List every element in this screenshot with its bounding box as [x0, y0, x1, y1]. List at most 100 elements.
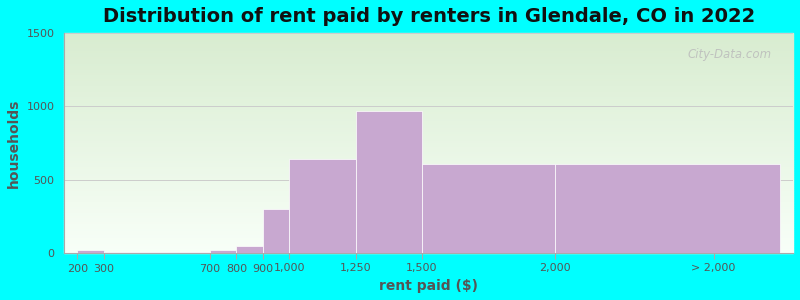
Bar: [64, 161, 793, 163]
Bar: [64, 119, 793, 121]
Bar: [64, 156, 793, 158]
Bar: [64, 229, 793, 231]
Bar: [64, 64, 793, 66]
Bar: [64, 115, 793, 117]
Bar: [64, 174, 793, 176]
Bar: [64, 99, 793, 101]
Bar: [64, 79, 793, 82]
Bar: [64, 66, 793, 68]
Bar: [64, 227, 793, 229]
Bar: [64, 92, 793, 95]
Bar: [64, 49, 793, 51]
Bar: [64, 132, 793, 134]
Bar: [64, 40, 793, 42]
Bar: [64, 46, 793, 49]
Bar: [64, 123, 793, 125]
Bar: [64, 152, 793, 154]
Bar: [210, 250, 237, 253]
Bar: [64, 141, 793, 143]
Bar: [64, 222, 793, 224]
Bar: [64, 62, 793, 64]
Bar: [64, 130, 793, 132]
Bar: [64, 44, 793, 46]
Bar: [64, 165, 793, 167]
Bar: [64, 211, 793, 214]
Bar: [64, 176, 793, 178]
Bar: [64, 95, 793, 97]
Bar: [64, 110, 793, 112]
Bar: [64, 158, 793, 161]
Bar: [64, 167, 793, 169]
Bar: [64, 57, 793, 59]
Bar: [64, 106, 793, 108]
X-axis label: rent paid ($): rent paid ($): [379, 279, 478, 293]
Text: City-Data.com: City-Data.com: [687, 49, 771, 62]
Bar: [64, 172, 793, 174]
Bar: [64, 145, 793, 148]
Y-axis label: households: households: [7, 98, 21, 188]
Bar: [422, 164, 554, 253]
Bar: [78, 250, 104, 253]
Bar: [64, 251, 793, 253]
Bar: [64, 233, 793, 236]
Bar: [64, 77, 793, 79]
Bar: [64, 209, 793, 211]
Title: Distribution of rent paid by renters in Glendale, CO in 2022: Distribution of rent paid by renters in …: [102, 7, 754, 26]
Bar: [64, 33, 793, 35]
Bar: [64, 108, 793, 110]
Bar: [263, 209, 290, 253]
Bar: [356, 111, 422, 253]
Bar: [64, 187, 793, 189]
Bar: [64, 200, 793, 202]
Bar: [554, 164, 780, 253]
Bar: [64, 185, 793, 187]
Bar: [64, 189, 793, 191]
Bar: [64, 82, 793, 84]
Bar: [64, 249, 793, 251]
Bar: [64, 224, 793, 227]
Bar: [64, 75, 793, 77]
Bar: [64, 86, 793, 88]
Bar: [64, 231, 793, 233]
Bar: [64, 198, 793, 200]
Bar: [64, 194, 793, 196]
Bar: [104, 252, 210, 253]
Bar: [64, 117, 793, 119]
Bar: [64, 84, 793, 86]
Bar: [64, 148, 793, 150]
Bar: [64, 220, 793, 222]
Bar: [64, 196, 793, 198]
Bar: [64, 214, 793, 216]
Bar: [64, 207, 793, 209]
Bar: [64, 42, 793, 44]
Bar: [64, 244, 793, 247]
Bar: [290, 159, 356, 253]
Bar: [64, 169, 793, 172]
Bar: [64, 73, 793, 75]
Bar: [64, 143, 793, 145]
Bar: [64, 128, 793, 130]
Bar: [64, 236, 793, 238]
Bar: [64, 238, 793, 240]
Bar: [64, 55, 793, 57]
Bar: [64, 125, 793, 128]
Bar: [64, 150, 793, 152]
Bar: [64, 218, 793, 220]
Bar: [64, 216, 793, 218]
Bar: [64, 247, 793, 249]
Bar: [64, 97, 793, 99]
Bar: [64, 103, 793, 106]
Bar: [64, 59, 793, 62]
Bar: [64, 240, 793, 242]
Bar: [64, 134, 793, 136]
Bar: [64, 112, 793, 115]
Bar: [64, 191, 793, 194]
Bar: [64, 163, 793, 165]
Bar: [64, 178, 793, 181]
Bar: [64, 51, 793, 53]
Bar: [64, 136, 793, 139]
Bar: [64, 35, 793, 38]
Bar: [64, 183, 793, 185]
Bar: [64, 202, 793, 205]
Bar: [64, 121, 793, 123]
